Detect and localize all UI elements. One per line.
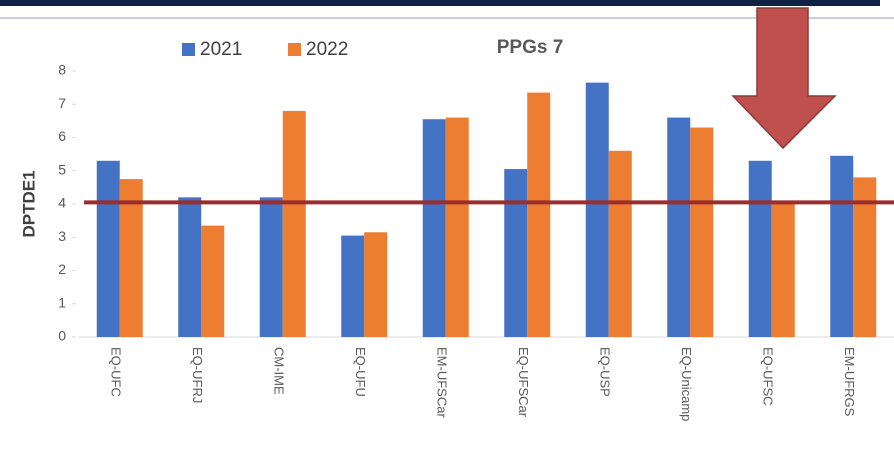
x-tick-label: EQ-USP <box>597 347 612 397</box>
x-tick-label: EM-UFRGS <box>842 347 857 417</box>
bar <box>422 119 446 338</box>
y-tick-label: 1 <box>58 294 66 310</box>
bar <box>667 117 691 337</box>
y-tick-label: 2 <box>58 261 66 277</box>
y-tick-label: 8 <box>58 62 66 78</box>
y-axis-label: DPTDE1 <box>19 170 38 237</box>
legend-label: 2021 <box>200 39 242 60</box>
arrow <box>731 7 837 150</box>
x-tick-label: EQ-UFSCar <box>516 347 531 418</box>
x-tick-label: EM-UFSCar <box>434 347 449 418</box>
x-tick-label: EQ-UFRJ <box>190 347 205 403</box>
bar <box>96 160 120 337</box>
y-tick-label: 5 <box>58 161 66 177</box>
top-border <box>0 0 880 6</box>
bar <box>690 127 714 338</box>
x-tick-label: EQ-UFC <box>108 347 123 397</box>
y-tick-label: 6 <box>58 128 66 144</box>
bar <box>201 225 225 337</box>
x-tick-label: EQ-UFSC <box>760 347 775 406</box>
bar <box>259 197 283 337</box>
y-tick-label: 4 <box>58 195 66 211</box>
bar <box>527 92 551 337</box>
legend-swatch <box>288 43 301 56</box>
bar <box>853 177 877 337</box>
legend-label: 2022 <box>306 39 348 60</box>
bar <box>178 197 202 337</box>
bar <box>608 150 632 337</box>
bar <box>748 160 772 337</box>
bar <box>282 110 306 338</box>
bar <box>364 232 388 337</box>
legend-swatch <box>182 43 195 56</box>
bar <box>119 179 143 337</box>
chart-title: PPGs 7 <box>497 37 564 58</box>
bar <box>445 117 469 337</box>
y-tick-label: 3 <box>58 228 66 244</box>
bar <box>504 169 528 337</box>
bar <box>830 155 854 337</box>
y-tick-label: 0 <box>58 328 66 344</box>
bar <box>771 200 795 337</box>
x-tick-label: EQ-Unicamp <box>679 347 694 421</box>
bar <box>585 82 609 337</box>
bar <box>341 235 365 337</box>
x-tick-label: EQ-UFU <box>353 347 368 397</box>
x-tick-label: CM-IME <box>271 347 286 395</box>
y-tick-label: 7 <box>58 95 66 111</box>
